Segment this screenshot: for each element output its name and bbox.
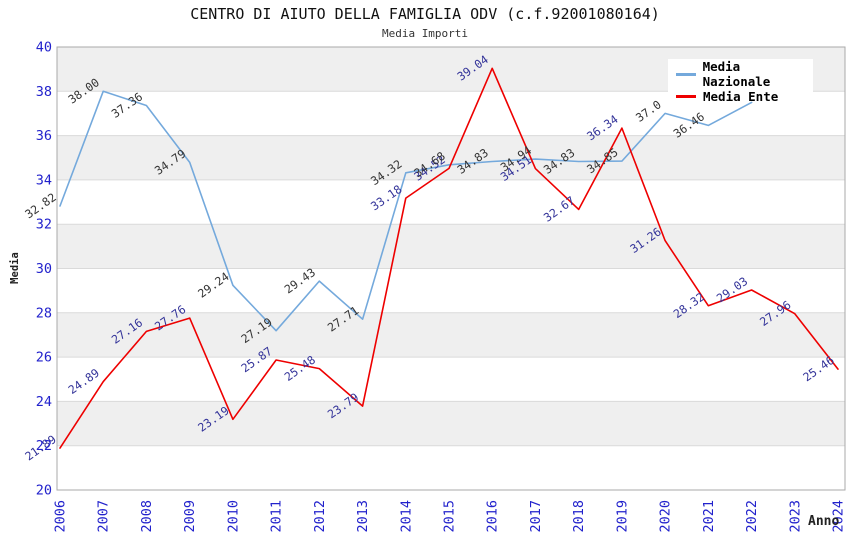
band [57,268,845,313]
x-tick-label: 2012 [312,500,328,533]
legend-item-media-nazionale: Media Nazionale [676,59,813,89]
y-tick-label: 20 [36,483,52,499]
x-tick-label: 2024 [831,500,847,533]
y-tick-label: 22 [36,438,52,454]
legend-line-sample [676,72,696,76]
x-tick-label: 2014 [398,500,414,533]
legend-item-label: Media Nazionale [702,59,771,89]
x-axis-title: Anno [808,514,840,529]
x-axis-ticks: 2006 2007 2008 2009 2010 2011 2012 2013 2014 2015… [53,500,847,533]
x-tick-label: 2007 [96,500,112,533]
x-tick-label: 2008 [139,500,155,533]
band [57,401,845,446]
y-axis-title: Media [9,252,21,284]
y-axis-ticks: 20 22 24 26 28 30 32 34 36 38 40 [36,40,52,499]
x-tick-label: 2016 [485,500,501,533]
y-tick-label: 38 [36,84,52,100]
x-tick-label: 2022 [744,500,760,533]
x-tick-label: 2009 [182,500,198,533]
band [57,445,845,490]
y-tick-label: 36 [36,128,52,144]
x-tick-label: 2015 [442,500,458,533]
legend: Media Nazionale Media Ente [668,59,813,104]
x-tick-label: 2021 [701,500,717,533]
x-tick-label: 2013 [355,500,371,533]
y-tick-label: 24 [36,394,52,410]
x-tick-label: 2010 [225,500,241,533]
chart-title: CENTRO DI AIUTO DELLA FAMIGLIA ODV (c.f.… [190,5,660,23]
y-tick-label: 32 [36,217,52,233]
x-tick-label: 2023 [787,500,803,533]
band [57,312,845,358]
x-tick-label: 2018 [571,500,587,533]
band [57,224,845,269]
series-line-media-nazionale [59,90,753,332]
y-tick-label: 34 [36,172,52,188]
chart-subtitle: Media Importi [381,27,469,40]
plot-border [56,46,846,491]
x-tick-label: 2019 [614,500,630,533]
series-line-media-ente [59,67,839,449]
y-tick-label: 30 [36,261,52,277]
y-tick-label: 26 [36,350,52,366]
x-tick-label: 2011 [269,500,285,533]
band [57,91,845,136]
band [57,179,845,225]
legend-item-media-ente: Media Ente [676,89,813,104]
y-tick-label: 40 [36,40,52,56]
x-tick-label: 2020 [658,500,674,533]
legend-item-label: Media Ente [703,89,779,104]
x-tick-label: 2017 [528,500,544,533]
band [57,135,845,180]
band [57,357,845,402]
y-tick-label: 28 [36,305,52,321]
x-tick-label: 2006 [53,500,69,533]
legend-line-sample [676,95,696,98]
plot-bands [57,47,845,490]
